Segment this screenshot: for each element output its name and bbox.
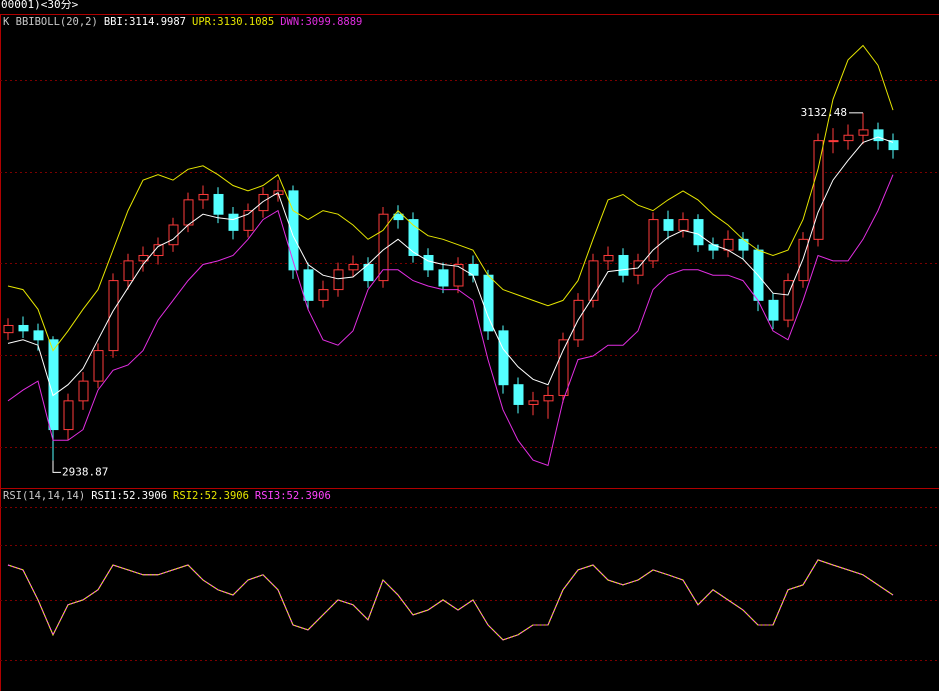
annotation: 2938.87 — [62, 465, 108, 478]
annotation-line — [52, 460, 61, 473]
annotation: 3132.48 — [801, 106, 847, 119]
candle-body — [318, 289, 329, 301]
candle-body — [48, 339, 59, 431]
candle-body — [588, 260, 599, 301]
chart-title: 00001)<30分> — [1, 0, 79, 11]
candle-body — [663, 219, 674, 231]
candle-body — [498, 330, 509, 386]
candle-body — [183, 199, 194, 226]
candle-body — [528, 400, 539, 405]
legend-entry: RSI2:52.3906 — [173, 490, 249, 502]
candle-body — [108, 280, 119, 352]
candle-body — [858, 129, 869, 136]
candle-body — [228, 213, 239, 231]
legend-entry: UPR:3130.1085 — [192, 16, 275, 28]
candle-body — [828, 140, 839, 143]
candle-body — [123, 260, 134, 282]
indicator-line — [7, 44, 894, 352]
candle-body — [678, 219, 689, 231]
candle-body — [543, 394, 554, 402]
indicator-line — [7, 174, 894, 467]
candle-body — [168, 224, 179, 246]
candle-body — [783, 280, 794, 321]
candle-body — [453, 263, 464, 287]
candle-body — [93, 350, 104, 382]
candle-body — [288, 190, 299, 271]
candle-body — [483, 274, 494, 332]
candle-body — [558, 339, 569, 396]
candle-body — [63, 400, 74, 431]
candle-body — [603, 254, 614, 262]
candle-body — [378, 213, 389, 282]
candle-body — [738, 238, 749, 251]
candle-body — [243, 210, 254, 231]
indicator-line — [7, 136, 894, 397]
candle-body — [303, 269, 314, 301]
candle-body — [333, 269, 344, 291]
legend-entry: RSI1:52.3906 — [91, 490, 168, 502]
candle-body — [258, 193, 269, 212]
indicator-name: RSI(14,14,14) — [3, 490, 86, 502]
indicator-line — [7, 559, 894, 641]
candle-body — [648, 219, 659, 262]
indicator-name: K BBIBOLL(20,2) — [3, 16, 98, 28]
candle-body — [723, 238, 734, 251]
candle-body — [798, 238, 809, 282]
candle-body — [198, 193, 209, 201]
candle-body — [423, 254, 434, 271]
candle-body — [348, 263, 359, 271]
candle-body — [78, 380, 89, 402]
candle-body — [33, 330, 44, 341]
candle-body — [513, 384, 524, 405]
legend-entry: RSI3:52.3906 — [254, 490, 331, 502]
candle-body — [693, 219, 704, 246]
candle-body — [153, 244, 164, 256]
candle-body — [768, 299, 779, 321]
candle-body — [873, 129, 884, 142]
legend-entry: BBI:3114.9987 — [103, 16, 187, 28]
candle-body — [888, 140, 899, 151]
indicator-line — [7, 559, 894, 641]
candle-body — [438, 269, 449, 287]
candle-body — [3, 324, 14, 334]
legend-entry: DWN:3099.8889 — [280, 16, 363, 28]
candle-body — [18, 324, 29, 332]
indicator-legend: K BBIBOLL(20,2) BBI:3114.9987 UPR:3130.10… — [3, 16, 362, 28]
candle-body — [393, 213, 404, 221]
candle-body — [813, 140, 824, 240]
candle-body — [213, 193, 224, 215]
indicator-legend: RSI(14,14,14) RSI1:52.3906 RSI2:52.3906 RS… — [3, 490, 331, 502]
candle-body — [408, 219, 419, 256]
candle-body — [843, 134, 854, 142]
indicator-line — [7, 559, 894, 641]
candle-body — [618, 254, 629, 276]
